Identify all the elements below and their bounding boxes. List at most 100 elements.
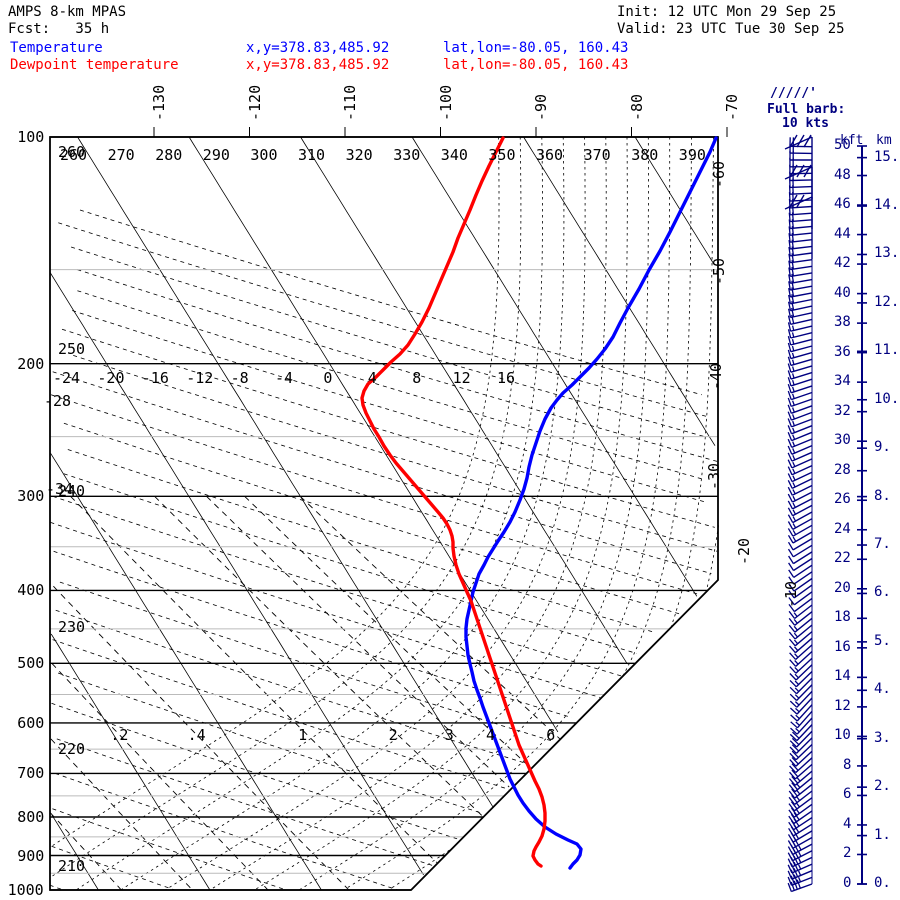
height-axis-group — [857, 145, 867, 885]
wind-barb — [787, 329, 813, 339]
dewpoint-latlon: lat,lon=-80.05, 160.43 — [443, 57, 629, 73]
kft-tick-28: 28 — [834, 461, 851, 478]
wind-barb — [790, 704, 813, 722]
wind-barb — [788, 571, 813, 585]
wind-barb — [788, 591, 813, 606]
kft-tick-12: 12 — [834, 697, 851, 714]
wind-barb — [787, 531, 813, 544]
theta-top-label-270: 270 — [107, 146, 135, 164]
wind-barb — [789, 650, 813, 667]
wind-barb — [788, 239, 813, 250]
wind-barb — [787, 425, 813, 435]
wind-barb — [788, 797, 813, 812]
pressure-tick-label-1000: 1000 — [7, 881, 44, 899]
right-temp-label-neg10: -10 — [782, 580, 800, 608]
mixing-ratio-label-3: 3 — [444, 725, 454, 744]
theta-top-label-300: 300 — [250, 146, 278, 164]
wind-barb — [787, 874, 813, 887]
wind-barb — [788, 624, 813, 640]
kft-tick-34: 34 — [834, 373, 851, 390]
wind-barb — [789, 737, 813, 754]
mixing-ratio-label-6: 6 — [546, 725, 556, 744]
pseudo-top-label-neg110: -110 — [341, 84, 359, 121]
km-tick-2: 2. — [874, 778, 891, 795]
wind-barb — [788, 604, 813, 620]
wind-barb — [788, 631, 813, 647]
theta-top-label-260: 260 — [60, 146, 88, 164]
mid-scale-label-neg16: -16 — [141, 368, 169, 387]
plot-frame-border — [49, 127, 728, 891]
wind-barb — [787, 491, 813, 503]
wind-barb — [788, 564, 813, 578]
km-tick-3: 3. — [874, 729, 891, 746]
right-temp-label-neg50: -50 — [710, 257, 728, 285]
pseudo-top-label-neg130: -130 — [150, 84, 168, 121]
dry-adiabats-group — [49, 209, 719, 891]
isobars-group — [50, 136, 718, 891]
kft-tick-8: 8 — [843, 756, 852, 773]
full-barb-glyph: /////' — [770, 86, 817, 101]
km-tick-1: 1. — [874, 826, 891, 843]
left-extra-label-neg28: -28 — [44, 392, 72, 410]
moist-adiabats-group — [50, 136, 719, 891]
km-tick-10: 10. — [874, 390, 900, 407]
valid-time: Valid: 23 UTC Tue 30 Sep 25 — [617, 21, 845, 37]
pseudo-top-label-neg90: -90 — [532, 93, 550, 121]
wind-barb — [789, 724, 813, 742]
temperature-legend-label: Temperature — [10, 40, 103, 56]
mid-scale-label-12: 12 — [452, 368, 471, 387]
theta-top-label-330: 330 — [393, 146, 421, 164]
wind-barb — [787, 307, 813, 319]
kft-tick-26: 26 — [834, 491, 851, 508]
wind-barb — [788, 584, 813, 599]
theta-top-label-280: 280 — [155, 146, 183, 164]
mid-scale-label-0: 0 — [323, 368, 333, 387]
wind-barb — [788, 803, 813, 818]
wind-barb — [788, 253, 813, 264]
wind-barb — [787, 411, 813, 421]
wind-barb — [787, 451, 813, 462]
wind-barb — [789, 690, 813, 708]
wind-barb — [787, 418, 813, 428]
pressure-tick-label-200: 200 — [17, 354, 45, 373]
wind-barb — [788, 294, 813, 305]
wind-barb — [787, 868, 813, 880]
mid-scale-label-neg20: -20 — [97, 368, 125, 387]
temperature-latlon: lat,lon=-80.05, 160.43 — [443, 40, 629, 56]
wind-barb — [787, 498, 813, 510]
wind-barb — [788, 617, 813, 633]
wind-barb — [787, 464, 813, 476]
wind-barb — [788, 790, 813, 805]
wind-barb — [787, 504, 813, 517]
mixing-ratio-label-1: 1 — [298, 725, 308, 744]
kft-tick-0: 0 — [843, 875, 852, 891]
wind-barb — [787, 336, 813, 346]
kft-tick-6: 6 — [843, 786, 852, 803]
kft-tick-36: 36 — [834, 343, 851, 360]
wind-barb — [787, 370, 813, 380]
pressure-tick-label-900: 900 — [17, 846, 45, 865]
kft-tick-10: 10 — [834, 727, 851, 744]
dewpoint-temperature-trace — [360, 136, 547, 868]
wind-barb — [787, 342, 813, 353]
km-tick-15: 15. — [874, 148, 900, 165]
wind-barb — [788, 611, 813, 626]
wind-barb — [787, 444, 813, 455]
mid-scale-label-neg24: -24 — [53, 368, 81, 387]
wind-barb — [787, 537, 813, 551]
wind-barb — [787, 404, 813, 414]
wind-barb — [788, 770, 813, 786]
pseudo-top-label-neg70: -70 — [723, 93, 741, 121]
pseudo-top-label-neg80: -80 — [627, 93, 646, 121]
theta-top-label-380: 380 — [631, 146, 659, 164]
wind-barb — [788, 260, 813, 271]
km-tick-5: 5. — [874, 632, 891, 649]
pseudo-top-label-neg100: -100 — [436, 84, 455, 121]
wind-barb — [787, 438, 813, 449]
theta-top-label-290: 290 — [202, 146, 230, 164]
mixing-ratio-label-.2: .2 — [110, 725, 129, 744]
wind-barb — [789, 697, 813, 715]
wind-barb — [789, 677, 813, 695]
wind-barb — [790, 710, 813, 729]
wind-barb — [787, 397, 813, 408]
